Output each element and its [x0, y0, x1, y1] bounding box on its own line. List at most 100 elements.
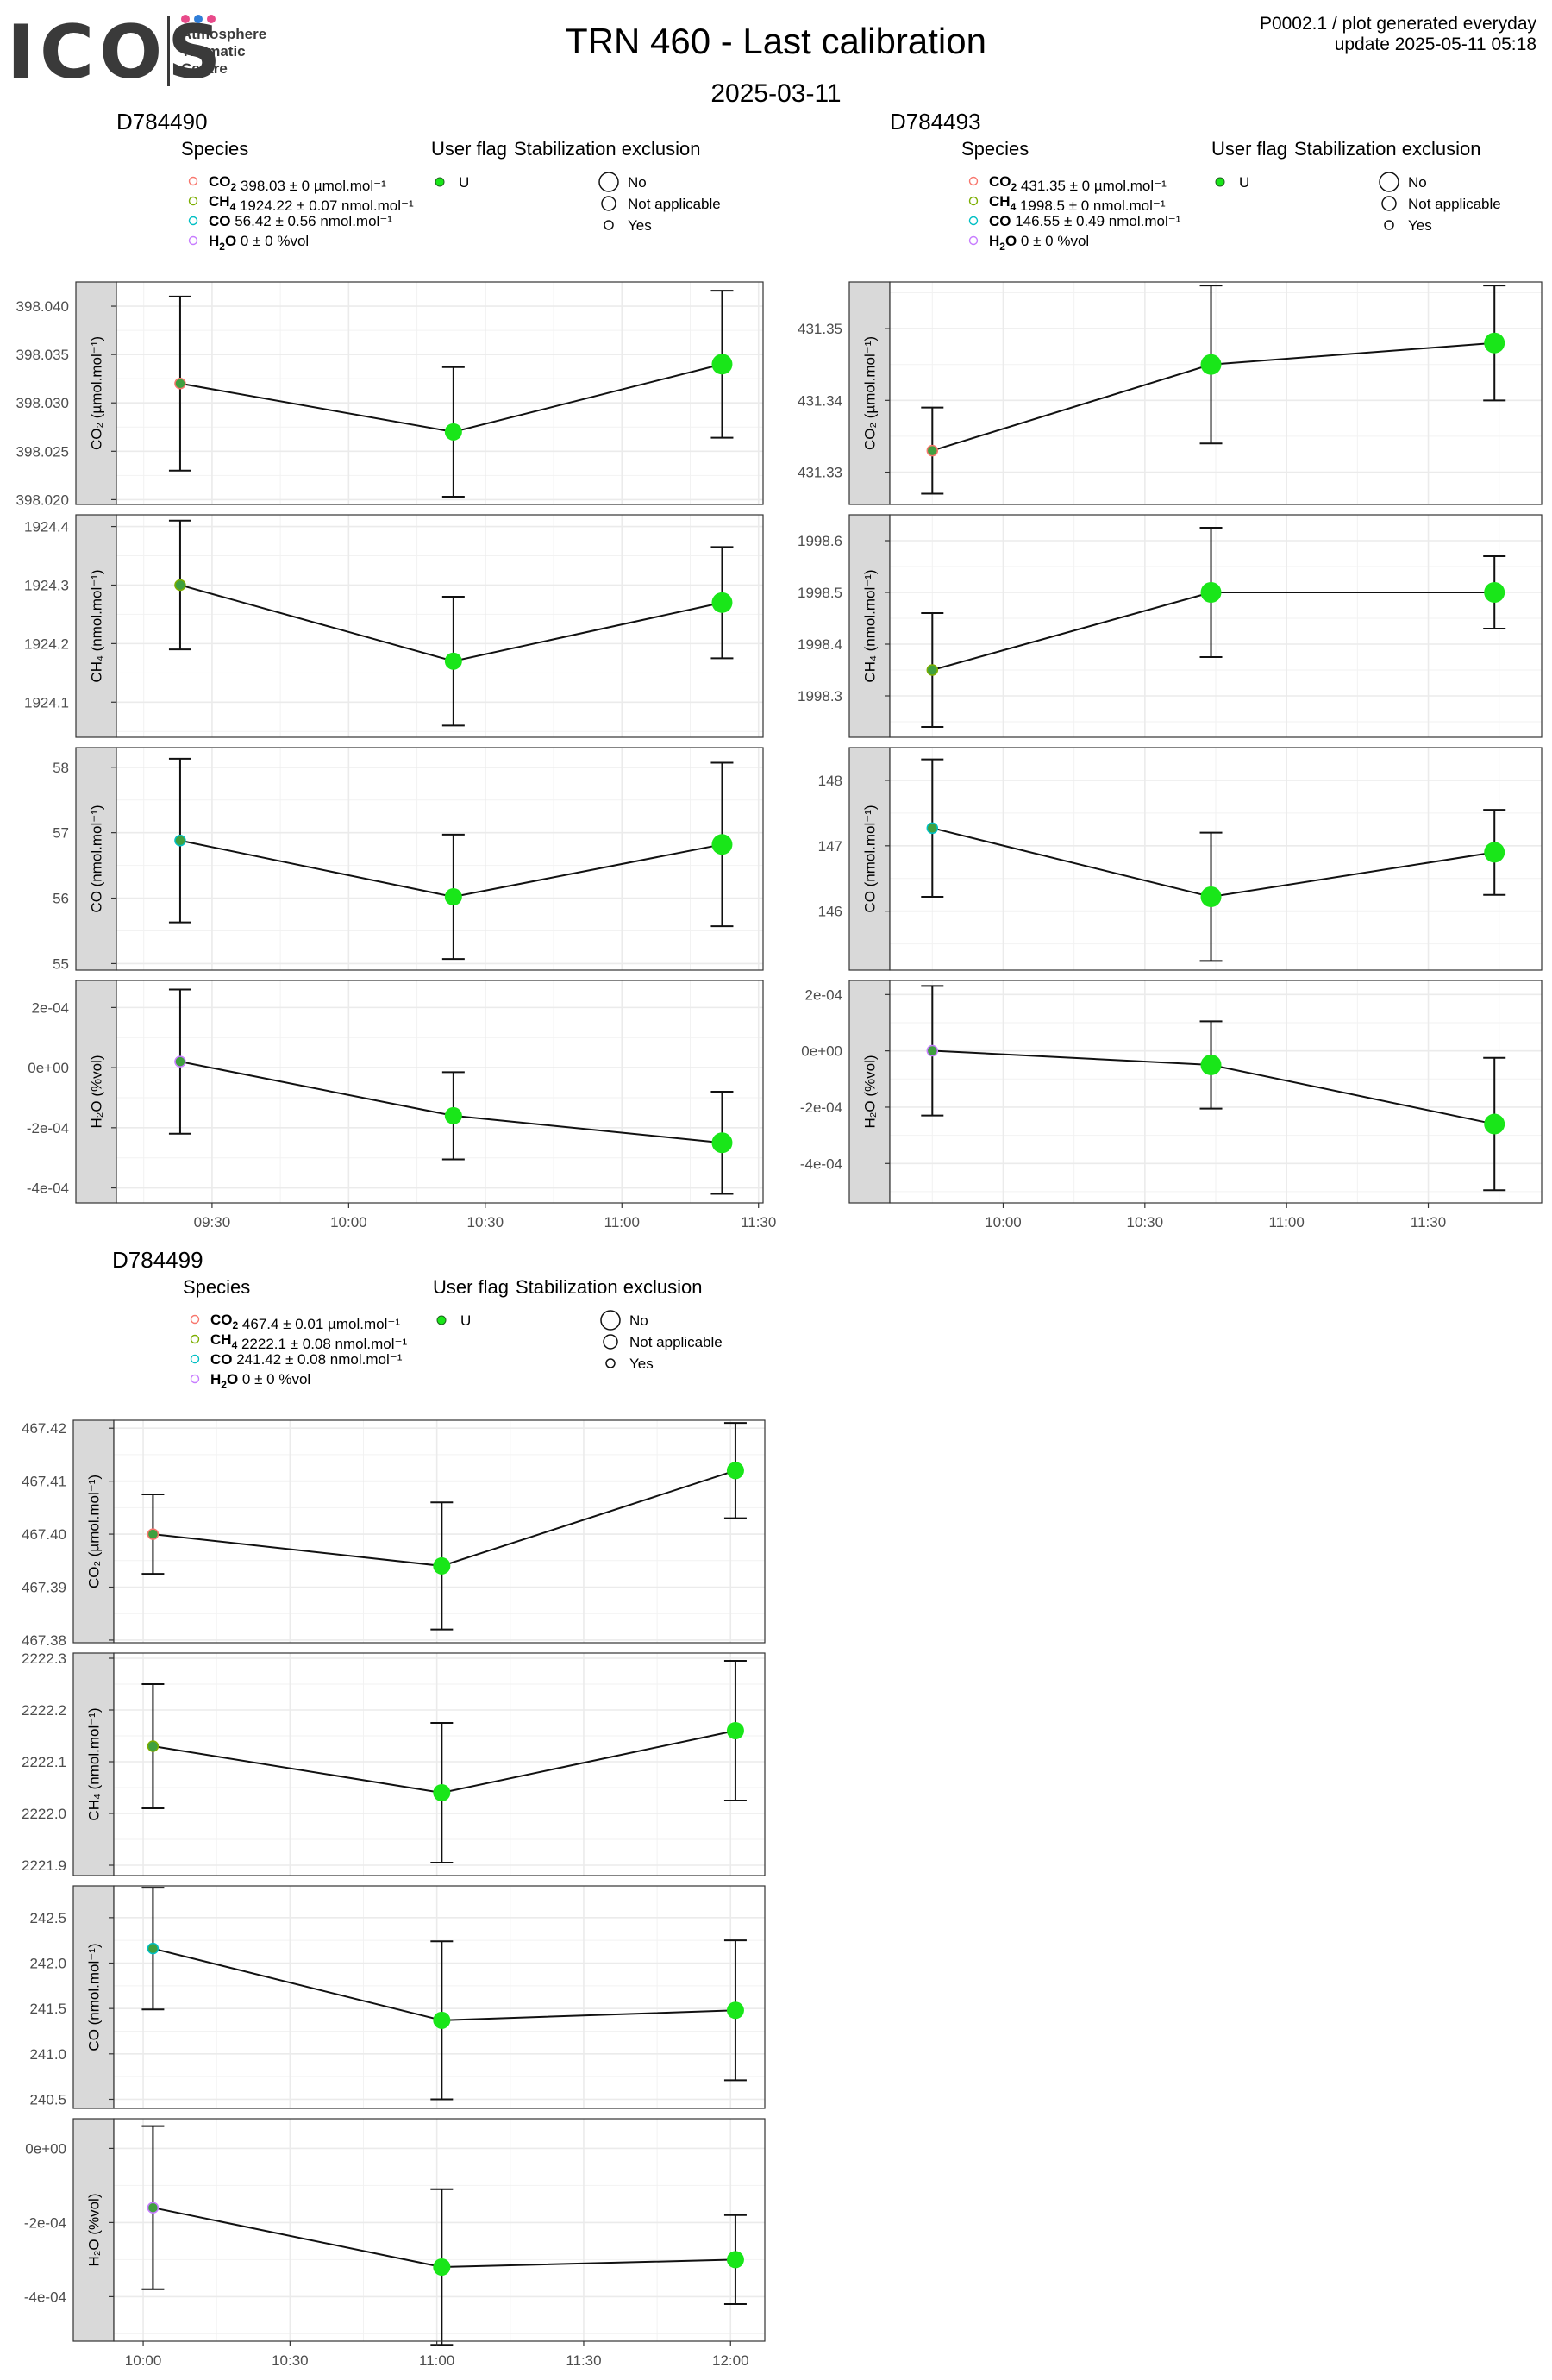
y-tick-label: 467.40 — [22, 1526, 66, 1543]
x-tick-label: 11:00 — [419, 2352, 454, 2369]
species-mean-value: 1924.22 ± 0.07 nmol.mol⁻¹ — [235, 197, 414, 214]
data-point — [1200, 582, 1222, 603]
plot-border — [116, 980, 764, 1204]
legend-stab-key-0 — [1379, 172, 1399, 192]
species-formula: CO — [210, 1312, 233, 1328]
y-tick-label: 0e+00 — [25, 2140, 66, 2157]
species-formula: CO — [989, 213, 1011, 229]
y-tick-label: 55 — [53, 955, 69, 972]
data-point — [1484, 332, 1505, 354]
logo-sub-3: Centre — [181, 60, 228, 77]
legend-userflag-label-u: U — [1239, 174, 1249, 191]
species-mean-value: 0 ± 0 %vol — [238, 1371, 310, 1387]
legend-userflag-title: User flag — [433, 1276, 509, 1298]
y-tick-label: 431.33 — [798, 465, 842, 481]
legend-stab-label-2: Yes — [629, 1356, 654, 1372]
y-tick-label: 0e+00 — [801, 1043, 842, 1060]
y-tick-label: 2222.1 — [22, 1754, 66, 1770]
legend-stab-label-0: No — [629, 1312, 648, 1329]
legend-stab-key-1 — [603, 1334, 618, 1350]
y-tick-label: -2e-04 — [24, 2214, 66, 2231]
facet-strip — [72, 1652, 115, 1876]
data-point — [433, 2011, 451, 2029]
instrument-id: D784499 — [112, 1247, 203, 1273]
facet-strip — [75, 281, 117, 505]
species-subscript: 4 — [232, 1339, 238, 1351]
logo-sub-1: Atmosphere — [181, 26, 266, 42]
legend-userflag-key-u — [1215, 177, 1225, 187]
facet-strip-label: H₂O (%vol) — [862, 1055, 879, 1129]
x-tick-label: 11:30 — [1411, 1214, 1446, 1231]
legend-stab-label-2: Yes — [1408, 217, 1432, 234]
y-tick-label: 431.35 — [798, 321, 842, 337]
legend-stab-key-2 — [1384, 220, 1394, 230]
legend-userflag-key-u — [436, 1315, 447, 1325]
data-point — [926, 444, 939, 457]
legend-species-key-co — [968, 216, 979, 226]
data-point — [1484, 1113, 1505, 1135]
legend-species-label-co: CO 56.42 ± 0.56 nmol.mol⁻¹ — [209, 213, 392, 229]
species-mean-value: 467.4 ± 0.01 µmol.mol⁻¹ — [238, 1316, 400, 1332]
legend-species-label-ch4: CH4 1924.22 ± 0.07 nmol.mol⁻¹ — [209, 193, 414, 214]
species-mean-value: 146.55 ± 0.49 nmol.mol⁻¹ — [1011, 213, 1181, 229]
y-tick-label: 0e+00 — [28, 1060, 69, 1076]
legend-species-label-co2: CO2 398.03 ± 0 µmol.mol⁻¹ — [209, 173, 386, 194]
y-tick-label: 242.0 — [29, 1956, 66, 1972]
species-formula-tail: O — [1005, 233, 1017, 249]
logo-sub-2: Thematic — [181, 43, 246, 60]
legend-species-title: Species — [961, 138, 1029, 160]
data-point — [174, 835, 186, 847]
legend-stab-key-0 — [600, 1310, 621, 1331]
x-tick-label: 11:30 — [741, 1214, 776, 1231]
legend-stab-key-2 — [605, 1358, 616, 1368]
species-subscript: 2 — [219, 241, 225, 253]
y-tick-label: 56 — [53, 891, 69, 907]
plot-border — [116, 281, 764, 505]
species-subscript: 2 — [221, 1379, 227, 1391]
data-point — [711, 354, 733, 375]
y-tick-label: 58 — [53, 760, 69, 776]
plot-background — [116, 282, 763, 504]
species-subscript: 2 — [999, 241, 1005, 253]
data-point — [444, 652, 462, 670]
y-tick-label: 2222.3 — [22, 1650, 66, 1667]
y-tick-label: 1998.5 — [798, 585, 842, 601]
plot-border — [113, 1885, 766, 2109]
data-point — [174, 579, 186, 592]
facet-strip — [75, 514, 117, 738]
species-subscript: 2 — [1011, 181, 1017, 193]
legend-species-key-co — [190, 1354, 200, 1364]
legend-species-key-co2 — [190, 1314, 200, 1325]
legend-species-key-ch4 — [188, 196, 198, 206]
data-point — [926, 664, 939, 676]
species-mean-value: 0 ± 0 %vol — [236, 233, 309, 249]
legend-species-label-h2o: H2O 0 ± 0 %vol — [210, 1371, 310, 1391]
meta-line-2: update 2025-05-11 05:18 — [1335, 34, 1536, 54]
data-point — [433, 2258, 451, 2276]
species-subscript: 2 — [233, 1319, 239, 1331]
facet-strip-label: CO₂ (µmol.mol⁻¹) — [86, 1475, 103, 1588]
y-tick-label: 57 — [53, 825, 69, 842]
legend-userflag-key-u — [435, 177, 445, 187]
facet-strip-label: CO₂ (µmol.mol⁻¹) — [862, 336, 879, 450]
legend-stab-key-2 — [604, 220, 614, 230]
y-tick-label: 2222.2 — [22, 1702, 66, 1719]
species-subscript: 4 — [1011, 201, 1017, 213]
species-subscript: 2 — [231, 181, 237, 193]
data-point — [433, 1556, 451, 1575]
facet-strip — [75, 980, 117, 1204]
y-tick-label: 1998.4 — [798, 636, 842, 653]
species-formula-tail: O — [225, 233, 236, 249]
y-tick-label: 147 — [818, 838, 842, 855]
y-tick-label: 146 — [818, 904, 842, 920]
species-mean-value: 398.03 ± 0 µmol.mol⁻¹ — [236, 178, 386, 194]
facet-ch4: CH₄ (nmol.mol⁻¹) 2221.9 2222.0 2222.1 2222.2… — [22, 1650, 766, 1876]
y-tick-label: -4e-04 — [27, 1181, 69, 1197]
species-formula: CH — [210, 1331, 232, 1348]
data-point — [726, 2251, 744, 2269]
species-formula: H — [210, 1371, 221, 1387]
facet-co2: CO₂ (µmol.mol⁻¹) 431.33 431.34 431.35 — [798, 281, 1543, 505]
x-tick-label: 11:30 — [566, 2352, 601, 2369]
data-point — [1200, 886, 1222, 908]
y-tick-label: 398.020 — [16, 492, 69, 508]
